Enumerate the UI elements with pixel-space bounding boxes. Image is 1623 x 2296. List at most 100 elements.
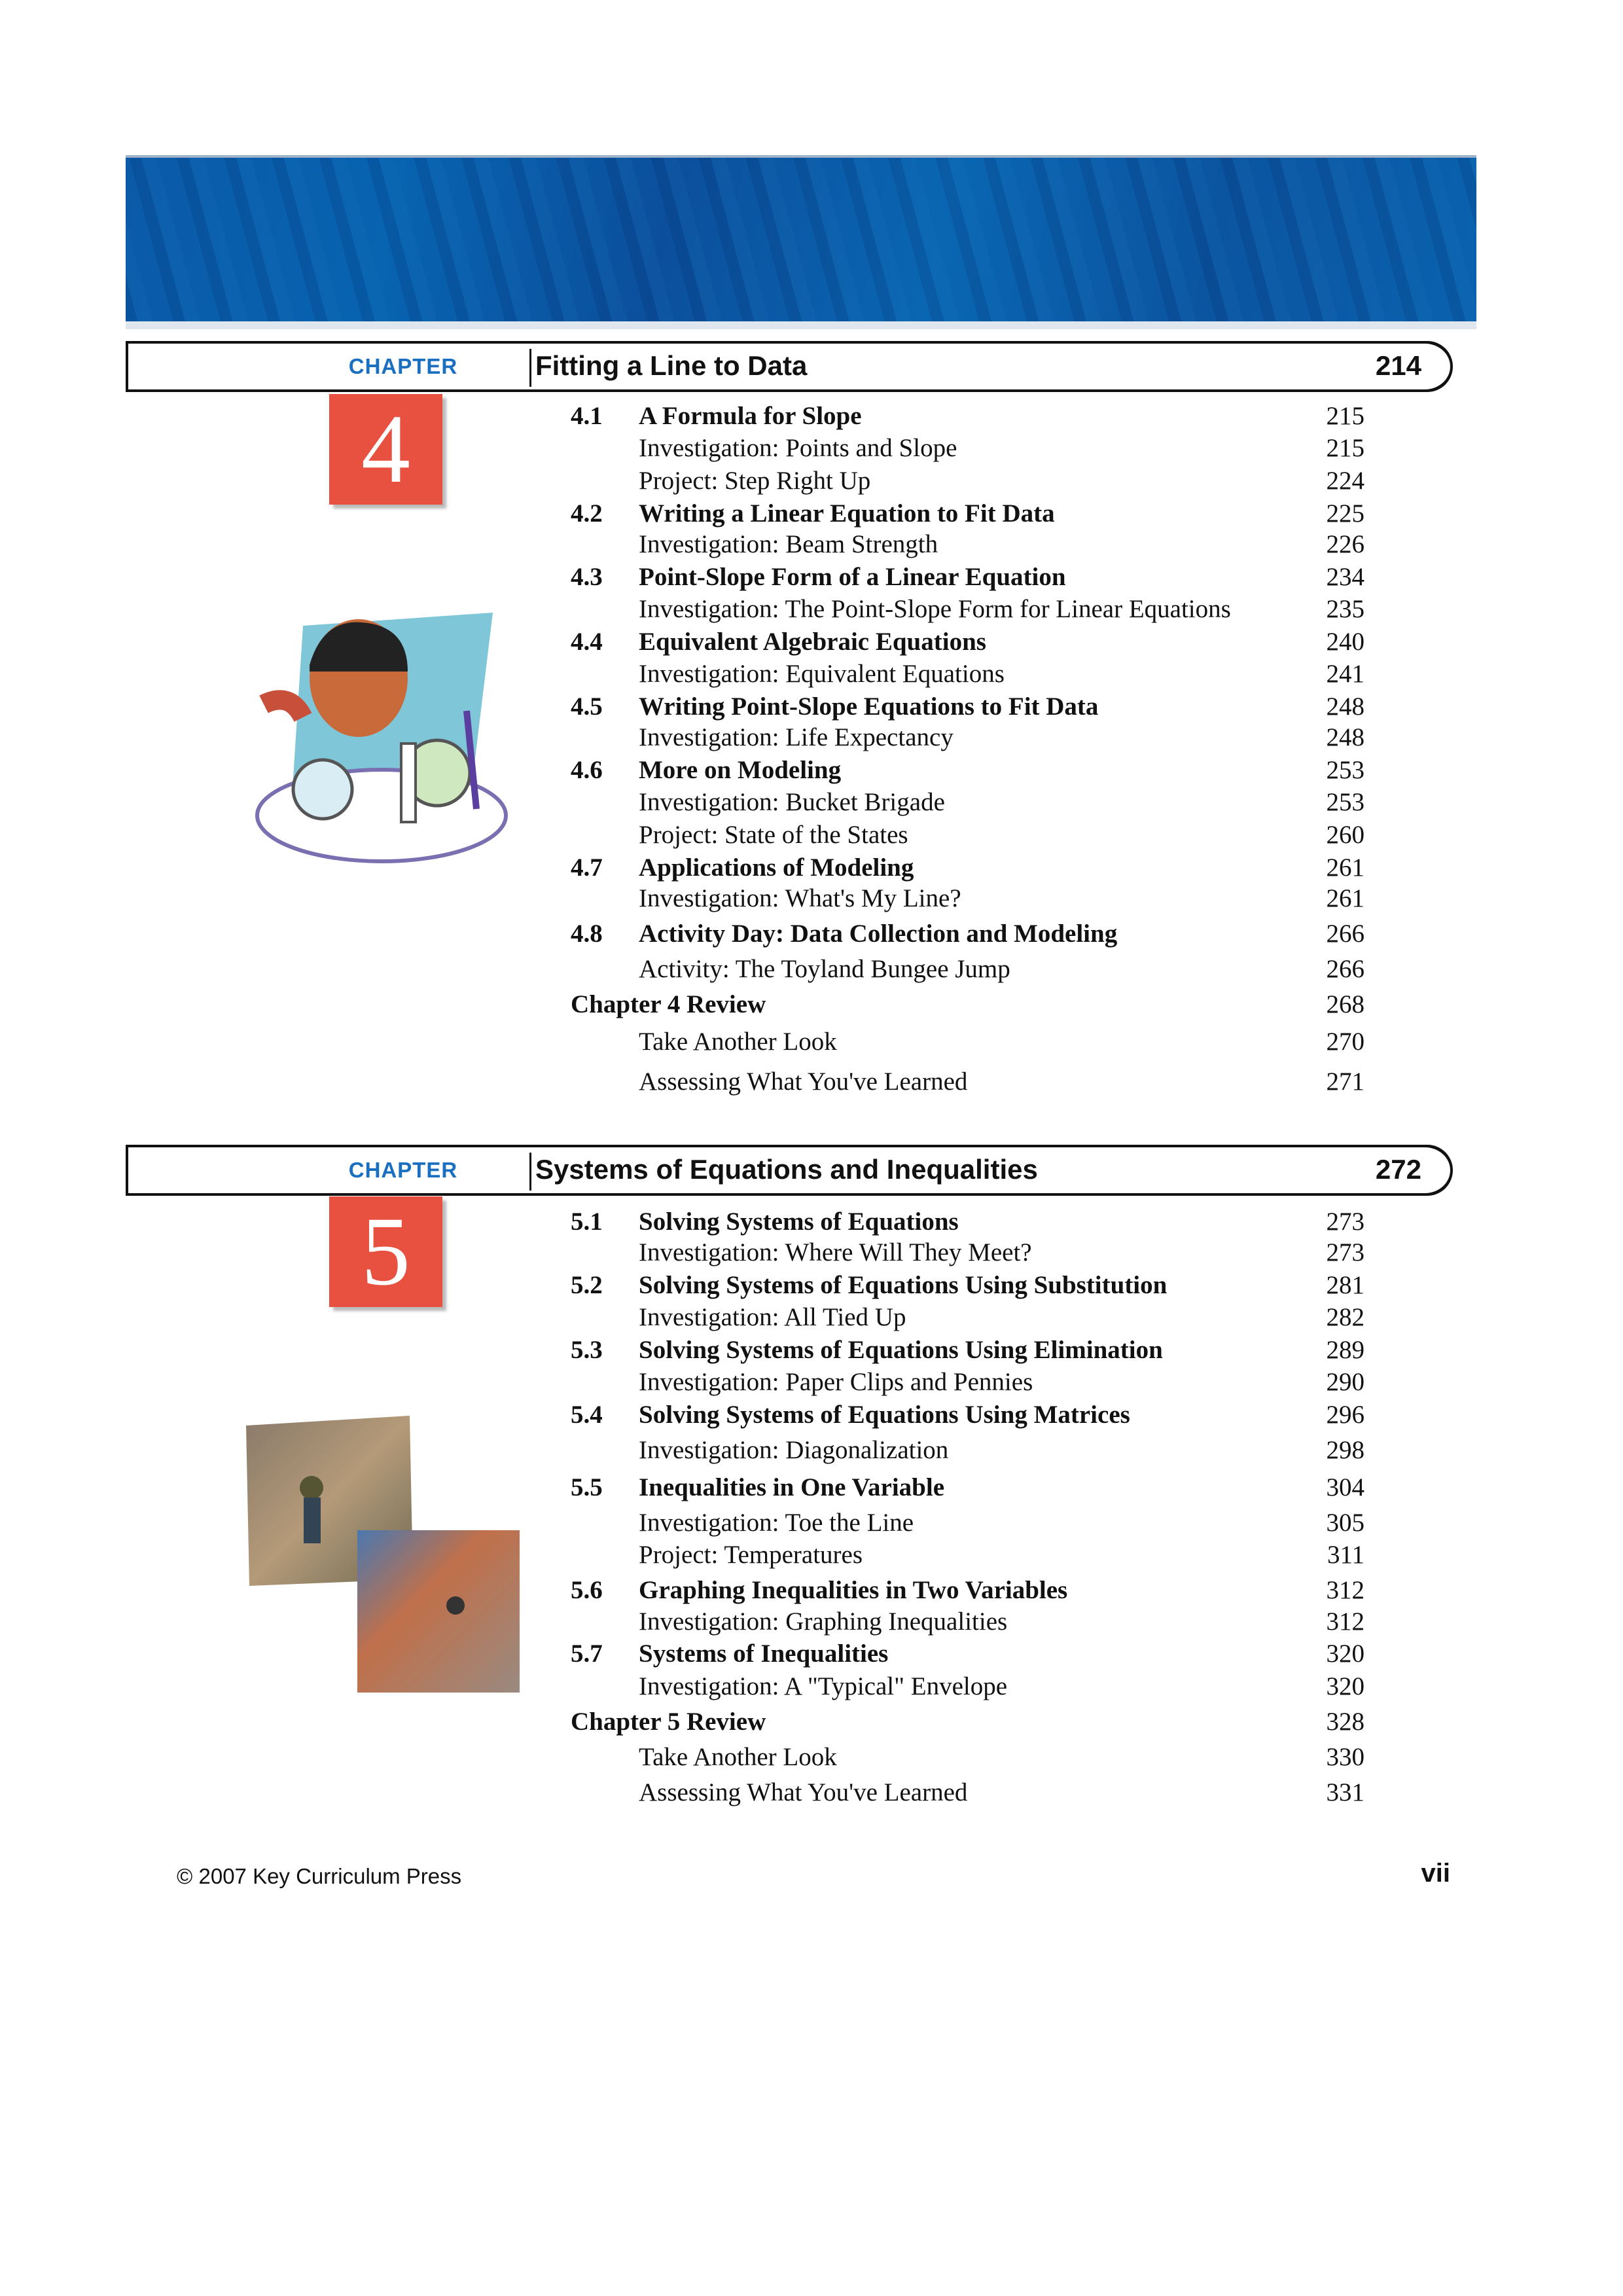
toc-subentry: Project: State of the States 260 [0, 819, 1623, 851]
entry-title: Assessing What You've Learned [639, 1067, 968, 1096]
toc-review: Chapter 5 Review 328 [0, 1706, 1623, 1738]
chapter-5-photos [246, 1416, 520, 1693]
page-number: vii [1421, 1859, 1450, 1888]
toc-section: 4.2 Writing a Linear Equation to Fit Data… [0, 498, 1623, 529]
section-number: 5.7 [571, 1640, 603, 1668]
entry-title: Graphing Inequalities in Two Variables [639, 1576, 1068, 1604]
chapter-5-header: CHAPTER Systems of Equations and Inequal… [126, 1145, 1453, 1196]
section-number: 5.2 [571, 1271, 603, 1299]
section-number: 4.8 [571, 920, 603, 948]
section-number: 5.1 [571, 1208, 603, 1236]
entry-title: Investigation: Equivalent Equations [639, 660, 1005, 688]
toc-subentry: Project: Step Right Up 224 [0, 465, 1623, 497]
entry-page: 248 [1326, 692, 1365, 721]
toc-section: 5.1 Solving Systems of Equations 273 [0, 1206, 1623, 1238]
toc-subentry: Investigation: Diagonalization 298 [0, 1435, 1623, 1466]
toc-subentry: Take Another Look 330 [0, 1742, 1623, 1773]
section-number: 5.4 [571, 1401, 603, 1429]
toc-subentry: Investigation: Graphing Inequalities 312 [0, 1606, 1623, 1638]
entry-title: Applications of Modeling [639, 853, 914, 882]
entry-title: Investigation: Diagonalization [639, 1436, 949, 1464]
chapter-4-illustration [255, 613, 508, 863]
section-number: 5.6 [571, 1576, 603, 1604]
toc-subentry: Investigation: What's My Line? 261 [0, 883, 1623, 914]
entry-page: 261 [1326, 853, 1365, 882]
entry-title: Activity: The Toyland Bungee Jump [639, 955, 1010, 983]
entry-page: 260 [1326, 821, 1365, 849]
entry-page: 253 [1326, 788, 1365, 816]
toc-subentry: Investigation: Beam Strength 226 [0, 529, 1623, 560]
entry-page: 270 [1326, 1028, 1365, 1056]
toc-section: 4.3 Point-Slope Form of a Linear Equation… [0, 562, 1623, 593]
entry-page: 268 [1326, 990, 1365, 1018]
entry-title: Point-Slope Form of a Linear Equation [639, 563, 1066, 591]
entry-page: 328 [1326, 1708, 1365, 1736]
chapter-page: 214 [1375, 350, 1421, 381]
entry-title: Solving Systems of Equations Using Matri… [639, 1401, 1130, 1429]
entry-page: 289 [1326, 1336, 1365, 1364]
entry-title: Chapter 4 Review [571, 990, 766, 1018]
section-number: 4.5 [571, 692, 603, 721]
entry-page: 224 [1326, 467, 1365, 495]
entry-title: Solving Systems of Equations [639, 1208, 959, 1236]
toc-section: 5.4 Solving Systems of Equations Using Ma… [0, 1399, 1623, 1431]
section-number: 4.1 [571, 402, 603, 430]
entry-page: 298 [1326, 1436, 1365, 1464]
divider [529, 349, 531, 387]
entry-page: 215 [1326, 434, 1365, 462]
section-number: 4.4 [571, 628, 603, 656]
entry-title: Investigation: Toe the Line [639, 1509, 914, 1537]
toc-section: 4.6 More on Modeling 253 [0, 755, 1623, 786]
entry-title: Investigation: Life Expectancy [639, 723, 954, 751]
chapter-title: Fitting a Line to Data [535, 350, 808, 381]
entry-title: Chapter 5 Review [571, 1708, 766, 1736]
section-number: 5.5 [571, 1473, 603, 1501]
divider [529, 1153, 531, 1191]
header-banner [126, 155, 1476, 329]
chapter-number-badge: 4 [329, 394, 442, 505]
entry-title: Investigation: The Point-Slope Form for … [639, 595, 1231, 623]
toc-subentry: Activity: The Toyland Bungee Jump 266 [0, 954, 1623, 985]
entry-title: Take Another Look [639, 1028, 837, 1056]
copyright: © 2007 Key Curriculum Press [177, 1864, 462, 1888]
section-number: 4.3 [571, 563, 603, 591]
entry-page: 215 [1326, 402, 1365, 430]
entry-title: Investigation: Points and Slope [639, 434, 957, 462]
entry-title: Take Another Look [639, 1743, 837, 1771]
entry-page: 273 [1326, 1238, 1365, 1266]
entry-page: 320 [1326, 1640, 1365, 1668]
toc-subentry: Investigation: A "Typical" Envelope 320 [0, 1671, 1623, 1702]
entry-title: Systems of Inequalities [639, 1640, 889, 1668]
chapter-page: 272 [1375, 1154, 1421, 1185]
entry-page: 312 [1326, 1576, 1365, 1604]
toc-section: 4.8 Activity Day: Data Collection and Mod… [0, 918, 1623, 950]
toc-subentry: Assessing What You've Learned 331 [0, 1777, 1623, 1808]
entry-page: 240 [1326, 628, 1365, 656]
entry-title: Inequalities in One Variable [639, 1473, 945, 1501]
chapter-title: Systems of Equations and Inequalities [535, 1154, 1038, 1185]
entry-page: 320 [1326, 1672, 1365, 1700]
entry-page: 253 [1326, 756, 1365, 784]
entry-title: Investigation: What's My Line? [639, 884, 961, 912]
toc-section: 5.6 Graphing Inequalities in Two Variable… [0, 1575, 1623, 1606]
header-end-cap [1424, 341, 1453, 392]
entry-page: 330 [1326, 1743, 1365, 1771]
entry-title: Equivalent Algebraic Equations [639, 628, 986, 656]
entry-title: Investigation: Bucket Brigade [639, 788, 945, 816]
toc-section: 5.7 Systems of Inequalities 320 [0, 1638, 1623, 1670]
entry-page: 226 [1326, 530, 1365, 558]
entry-title: Writing Point-Slope Equations to Fit Dat… [639, 692, 1099, 721]
entry-page: 261 [1326, 884, 1365, 912]
entry-page: 304 [1326, 1473, 1365, 1501]
chapter-label: CHAPTER [348, 1158, 458, 1182]
entry-page: 225 [1326, 499, 1365, 528]
toc-review: Chapter 4 Review 268 [0, 989, 1623, 1020]
entry-title: Investigation: Graphing Inequalities [639, 1607, 1008, 1636]
entry-page: 234 [1326, 563, 1365, 591]
toc-section: 5.5 Inequalities in One Variable 304 [0, 1472, 1623, 1503]
entry-page: 296 [1326, 1401, 1365, 1429]
toc-subentry: Investigation: Where Will They Meet? 273 [0, 1237, 1623, 1268]
entry-title: More on Modeling [639, 756, 842, 784]
entry-page: 235 [1326, 595, 1365, 623]
entry-title: Investigation: Paper Clips and Pennies [639, 1368, 1033, 1396]
